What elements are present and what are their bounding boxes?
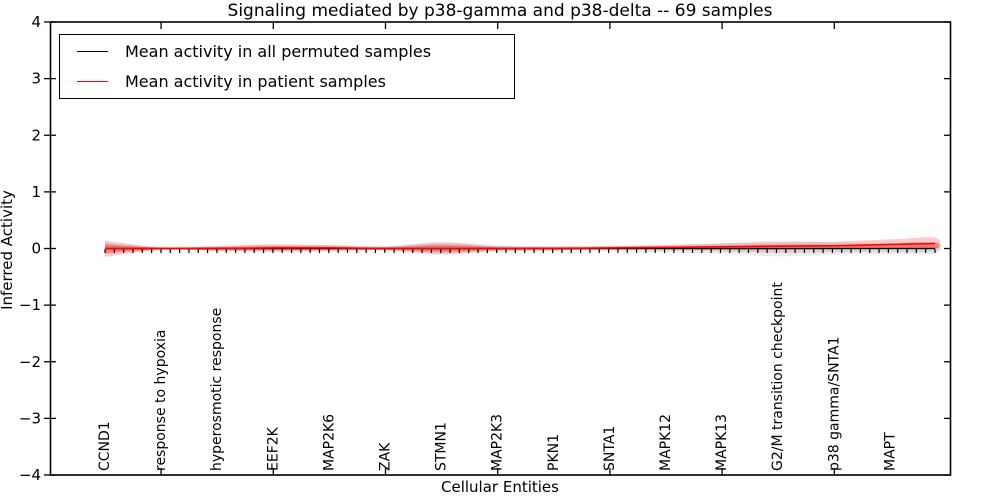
y-tick-label: −4	[19, 466, 41, 484]
chart-title: Signaling mediated by p38-gamma and p38-…	[227, 1, 773, 21]
x-tick-label: MAPK13	[714, 414, 730, 471]
x-tick-label: MAP2K3	[490, 414, 506, 471]
y-axis-label: Inferred Activity	[0, 190, 16, 310]
legend-label-patient: Mean activity in patient samples	[125, 71, 386, 91]
x-tick-label: PKN1	[546, 434, 562, 471]
x-tick-label: MAP2K6	[321, 414, 337, 471]
x-tick-label: STMN1	[434, 422, 450, 471]
x-tick-label: p38 gamma/SNTA1	[826, 337, 842, 472]
x-tick-label: G2/M transition checkpoint	[770, 282, 786, 471]
legend: Mean activity in all permuted samples Me…	[59, 34, 515, 99]
y-tick-label: 3	[31, 70, 41, 88]
legend-entry-permuted: Mean activity in all permuted samples	[60, 39, 514, 65]
x-tick-label: MAPT	[882, 432, 898, 471]
patient-line-swatch	[77, 80, 108, 82]
legend-label-permuted: Mean activity in all permuted samples	[125, 42, 432, 62]
y-tick-label: −3	[19, 409, 41, 427]
y-tick-label: 2	[31, 126, 41, 144]
patient-confidence-band	[105, 237, 941, 257]
y-tick-label: 0	[31, 240, 41, 258]
x-axis-label: Cellular Entities	[441, 478, 559, 496]
y-tick-label: 4	[31, 13, 41, 31]
x-tick-label: response to hypoxia	[153, 330, 169, 471]
x-tick-label: ZAK	[378, 442, 394, 471]
x-tick-label: CCND1	[97, 421, 113, 471]
legend-entry-patient: Mean activity in patient samples	[60, 68, 514, 94]
y-tick-label: −2	[19, 353, 41, 371]
y-tick-label: 1	[31, 183, 41, 201]
y-tick-label: −1	[19, 296, 41, 314]
x-tick-label: hyperosmotic response	[209, 308, 225, 471]
x-tick-label: EEF2K	[265, 426, 281, 471]
x-tick-label: MAPK12	[658, 414, 674, 471]
patient-confidence-band	[105, 242, 941, 254]
x-tick-label: SNTA1	[602, 426, 618, 471]
patient-mean-line	[105, 242, 936, 250]
permuted-line-swatch	[77, 51, 108, 53]
